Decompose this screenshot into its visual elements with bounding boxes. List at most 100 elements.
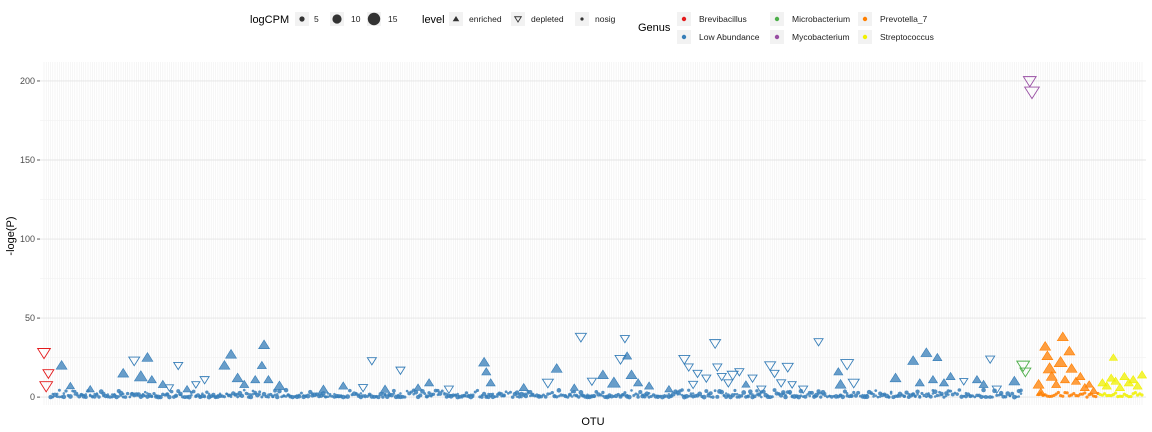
plot-panel xyxy=(40,62,1146,405)
point-nosig xyxy=(955,392,959,396)
y-tick-label: 50 xyxy=(25,313,35,323)
point-nosig xyxy=(391,388,396,393)
point-nosig xyxy=(815,395,818,398)
point-nosig xyxy=(399,392,402,395)
point-nosig xyxy=(626,394,632,400)
point-nosig xyxy=(473,390,477,394)
legend-genus-label: Streptococcus xyxy=(880,32,934,42)
point-enriched xyxy=(518,382,529,392)
point-enriched xyxy=(1045,371,1058,381)
point-nosig xyxy=(979,394,984,400)
point-nosig xyxy=(636,393,640,396)
point-depleted xyxy=(847,378,861,389)
point-nosig xyxy=(471,395,475,398)
point-nosig xyxy=(324,395,327,399)
point-nosig xyxy=(735,392,739,396)
point-nosig xyxy=(697,391,703,397)
point-nosig xyxy=(251,392,255,396)
point-depleted xyxy=(619,335,631,344)
point-nosig xyxy=(592,395,596,398)
point-depleted xyxy=(839,359,855,371)
point-nosig xyxy=(517,394,522,399)
point-nosig xyxy=(876,395,880,399)
point-enriched xyxy=(834,378,847,389)
legend: logCPM 5 10 15 level enriched depleted nosig Gen… xyxy=(250,12,934,44)
point-nosig xyxy=(636,395,640,399)
point-enriched xyxy=(485,378,496,387)
point-nosig xyxy=(691,392,695,395)
axes: 0 50 100 150 200 xyxy=(20,76,40,402)
point-nosig xyxy=(405,389,409,393)
point-nosig xyxy=(999,393,1003,397)
point-nosig xyxy=(179,393,182,397)
point-nosig xyxy=(724,392,728,395)
point-nosig xyxy=(266,395,270,399)
legend-genus-dot xyxy=(681,16,687,22)
point-nosig xyxy=(248,394,254,400)
legend-genus-dot xyxy=(681,34,687,40)
point-nosig xyxy=(242,388,246,392)
point-enriched xyxy=(1084,380,1094,388)
point-nosig xyxy=(823,392,827,395)
point-nosig xyxy=(1113,391,1118,395)
point-enriched xyxy=(1008,375,1021,386)
point-depleted xyxy=(443,385,455,395)
point-nosig xyxy=(475,388,480,392)
point-enriched xyxy=(478,356,491,367)
point-enriched xyxy=(141,352,154,362)
point-enriched xyxy=(606,376,621,388)
point-nosig xyxy=(1140,393,1144,397)
point-nosig xyxy=(68,394,73,399)
point-nosig xyxy=(1056,390,1060,395)
point-nosig xyxy=(711,395,715,399)
point-enriched xyxy=(423,378,435,387)
point-nosig xyxy=(634,392,638,396)
point-depleted xyxy=(42,369,55,380)
point-nosig xyxy=(821,393,825,396)
point-nosig xyxy=(282,394,286,398)
point-nosig xyxy=(784,393,787,397)
point-nosig xyxy=(174,394,178,398)
point-nosig xyxy=(61,394,67,400)
point-nosig xyxy=(500,392,503,395)
point-enriched xyxy=(1059,375,1071,384)
point-nosig xyxy=(842,389,848,394)
point-nosig xyxy=(946,389,951,393)
points xyxy=(36,76,1148,400)
point-nosig xyxy=(190,393,193,397)
legend-size-title: logCPM xyxy=(250,14,289,26)
point-enriched xyxy=(1136,370,1148,379)
point-nosig xyxy=(409,390,414,394)
point-nosig xyxy=(570,395,574,398)
legend-genus-dot xyxy=(862,16,868,22)
point-nosig xyxy=(969,394,972,398)
point-enriched xyxy=(1041,350,1054,361)
point-enriched xyxy=(927,375,939,384)
point-enriched xyxy=(1065,363,1078,373)
point-depleted xyxy=(733,368,745,377)
point-enriched xyxy=(239,379,250,388)
point-nosig xyxy=(656,394,660,398)
point-enriched xyxy=(907,355,920,365)
point-enriched xyxy=(920,347,933,357)
point-nosig xyxy=(760,395,763,399)
point-depleted xyxy=(687,380,699,390)
point-nosig xyxy=(872,395,875,398)
point-nosig xyxy=(125,391,130,396)
point-enriched xyxy=(65,381,76,390)
point-nosig xyxy=(355,392,358,395)
point-nosig xyxy=(167,394,172,400)
point-nosig xyxy=(75,391,79,395)
point-nosig xyxy=(451,394,455,398)
point-nosig xyxy=(1005,391,1011,396)
legend-size-dot xyxy=(367,12,381,26)
point-nosig xyxy=(108,395,112,399)
point-nosig xyxy=(599,393,603,397)
point-nosig xyxy=(621,393,625,397)
point-enriched xyxy=(1032,378,1045,389)
point-nosig xyxy=(950,392,955,397)
point-nosig xyxy=(1008,394,1012,398)
legend-genus-label: Prevotella_7 xyxy=(880,14,928,24)
point-nosig xyxy=(708,391,713,396)
